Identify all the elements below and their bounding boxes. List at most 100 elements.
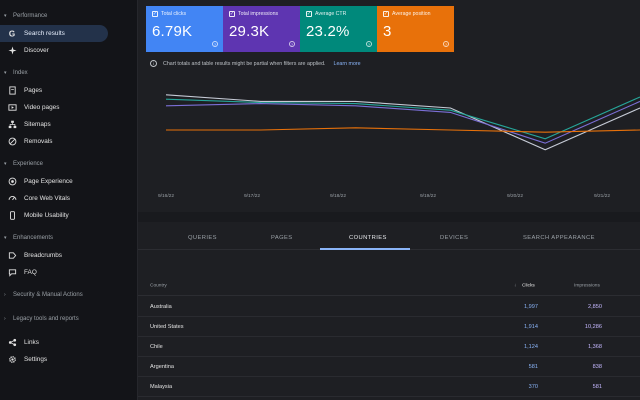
sort-arrow-icon[interactable]: ↓ [514, 283, 517, 288]
metric-label: Average position [392, 11, 431, 17]
x-tick-label: 9/16/22 [158, 194, 175, 199]
checkbox-icon[interactable]: ✓ [229, 10, 235, 17]
cell-impressions: 10,286 [584, 323, 602, 330]
sidebar-item-label: Removals [24, 138, 53, 145]
page-experience-icon [8, 177, 17, 186]
cell-clicks: 370 [528, 383, 538, 390]
section-label: Enhancements [13, 235, 54, 241]
cell-clicks: 581 [528, 363, 538, 370]
table-header: Country ↓ Clicks Impressions [138, 276, 640, 296]
main-content: ✓ Total clicks 6.79K ? ✓ Total impressions… [138, 0, 640, 400]
column-header-clicks[interactable]: Clicks [522, 283, 535, 288]
metric-value: 29.3K [229, 23, 270, 40]
caret-icon: ▾ [4, 13, 7, 19]
section-legacy-tools[interactable]: › Legacy tools and reports [4, 316, 79, 322]
sidebar-item-label: Search results [24, 30, 65, 37]
checkbox-icon[interactable]: ✓ [383, 10, 389, 17]
info-icon: i [150, 60, 157, 67]
cell-impressions: 838 [592, 363, 602, 370]
table-row[interactable]: United States 1,914 10,286 [138, 317, 640, 337]
metric-card-total-impressions[interactable]: ✓ Total impressions 29.3K ? [223, 6, 300, 52]
tab-devices[interactable]: DEVICES [440, 235, 469, 241]
sidebar-item-pages[interactable]: Pages [0, 82, 108, 99]
table-row[interactable]: Australia 1,997 2,850 [138, 297, 640, 317]
column-header-impressions[interactable]: Impressions [574, 283, 600, 288]
section-label: Security & Manual Actions [13, 292, 83, 298]
sidebar-item-search-results[interactable]: G Search results [0, 25, 108, 42]
section-performance[interactable]: ▾ Performance [4, 13, 47, 19]
cell-country: Argentina [150, 363, 174, 370]
sidebar-item-sitemaps[interactable]: Sitemaps [0, 116, 108, 133]
cell-clicks: 1,997 [524, 303, 538, 310]
section-label: Index [13, 70, 28, 76]
tab-search-appearance[interactable]: SEARCH APPEARANCE [523, 235, 595, 241]
section-label: Experience [13, 161, 44, 167]
discover-icon [8, 46, 17, 55]
sidebar-item-label: Mobile Usability [24, 212, 69, 219]
removals-icon [8, 137, 17, 146]
chart-series-line [165, 100, 640, 144]
metric-value: 23.2% [306, 23, 350, 40]
column-header-country[interactable]: Country [150, 283, 167, 288]
sidebar-item-label: Settings [24, 356, 48, 363]
x-tick-label: 9/18/22 [330, 194, 347, 199]
section-label: Performance [13, 13, 48, 19]
metric-label: Average CTR [315, 11, 347, 17]
sidebar-item-mobile-usability[interactable]: Mobile Usability [0, 207, 108, 224]
breadcrumbs-icon [8, 251, 17, 260]
x-tick-label: 9/19/22 [420, 194, 437, 199]
sidebar-item-links[interactable]: Links [0, 334, 108, 351]
sidebar-item-settings[interactable]: Settings [0, 351, 108, 368]
sidebar-item-label: Pages [24, 87, 43, 94]
checkbox-icon[interactable]: ✓ [152, 10, 158, 17]
sidebar-item-label: FAQ [24, 269, 37, 276]
tab-countries[interactable]: COUNTRIES [349, 235, 387, 241]
metric-card-average-position[interactable]: ✓ Average position 3 ? [377, 6, 454, 52]
x-tick-label: 9/20/22 [507, 194, 524, 199]
performance-chart[interactable] [138, 76, 640, 206]
caret-icon: ▾ [4, 161, 7, 167]
sidebar-item-page-experience[interactable]: Page Experience [0, 173, 108, 190]
table-row[interactable]: Malaysia 370 581 [138, 377, 640, 397]
x-tick-label: 9/17/22 [244, 194, 261, 199]
help-icon[interactable]: ? [289, 41, 295, 47]
tab-queries[interactable]: QUERIES [188, 235, 217, 241]
sidebar-item-faq[interactable]: FAQ [0, 264, 108, 281]
metric-label: Total impressions [238, 11, 279, 17]
x-tick-label: 9/21/22 [594, 194, 611, 199]
metric-card-average-ctr[interactable]: ✓ Average CTR 23.2% ? [300, 6, 377, 52]
help-icon[interactable]: ? [366, 41, 372, 47]
faq-icon [8, 268, 17, 277]
sidebar-item-removals[interactable]: Removals [0, 133, 108, 150]
section-security-manual-actions[interactable]: › Security & Manual Actions [4, 292, 83, 298]
table-row[interactable]: Argentina 581 838 [138, 357, 640, 377]
help-icon[interactable]: ? [443, 41, 449, 47]
learn-more-link[interactable]: Learn more [333, 60, 361, 67]
section-label: Legacy tools and reports [13, 316, 79, 322]
chart-series-line [166, 127, 640, 133]
section-enhancements[interactable]: ▾ Enhancements [4, 235, 53, 241]
sidebar-item-core-web-vitals[interactable]: Core Web Vitals [0, 190, 108, 207]
cell-impressions: 1,368 [588, 343, 602, 350]
checkbox-icon[interactable]: ✓ [306, 10, 312, 17]
cell-impressions: 581 [592, 383, 602, 390]
links-icon [8, 338, 17, 347]
section-divider [138, 212, 640, 222]
help-icon[interactable]: ? [212, 41, 218, 47]
sidebar-item-breadcrumbs[interactable]: Breadcrumbs [0, 247, 108, 264]
metric-value: 6.79K [152, 23, 193, 40]
cell-country: Chile [150, 343, 163, 350]
table-row[interactable]: Chile 1,124 1,368 [138, 337, 640, 357]
sidebar-item-video-pages[interactable]: Video pages [0, 99, 108, 116]
tab-pages[interactable]: PAGES [271, 235, 293, 241]
metric-value: 3 [383, 23, 392, 40]
mobile-usability-icon [8, 211, 17, 220]
cell-country: Malaysia [150, 383, 173, 390]
section-experience[interactable]: ▾ Experience [4, 161, 43, 167]
notice-text: Chart totals and table results might be … [163, 60, 326, 67]
metric-card-total-clicks[interactable]: ✓ Total clicks 6.79K ? [146, 6, 223, 52]
section-index[interactable]: ▾ Index [4, 70, 28, 76]
sidebar-item-discover[interactable]: Discover [0, 42, 108, 59]
sitemaps-icon [8, 120, 17, 129]
pages-icon [8, 86, 17, 95]
